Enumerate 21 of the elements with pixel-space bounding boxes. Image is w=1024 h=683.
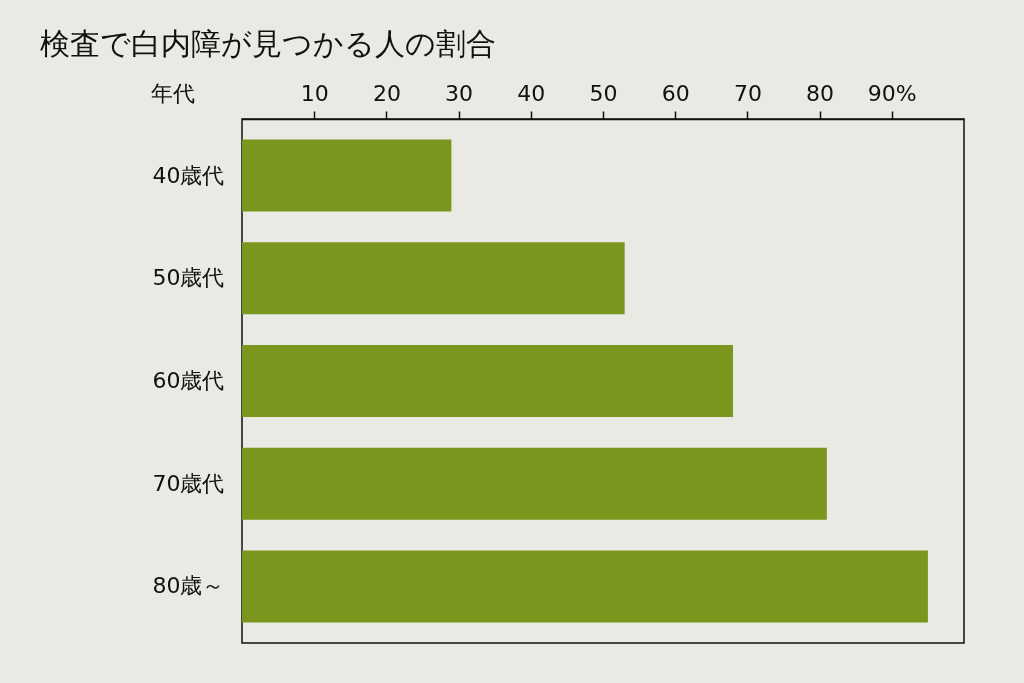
- y-tick-label: 40歳代: [152, 162, 225, 188]
- x-tick-label: 80: [806, 80, 835, 106]
- x-tick-label: 60: [661, 80, 690, 106]
- y-tick-label: 50歳代: [152, 265, 225, 291]
- x-tick-label: 90%: [867, 80, 917, 106]
- x-tick-label: 50: [589, 80, 618, 106]
- x-tick-label: 10: [300, 80, 329, 106]
- bar: [242, 345, 733, 417]
- y-tick-label: 60歳代: [152, 368, 225, 393]
- x-tick-label: 70: [733, 80, 762, 106]
- bar: [242, 242, 625, 315]
- chart-title: 検査で白内障が見つかる人の割合: [40, 26, 496, 61]
- x-tick-label: 20: [372, 80, 401, 106]
- x-tick-label: 30: [445, 80, 474, 106]
- bar: [242, 447, 827, 520]
- y-tick-label: 80歳～: [152, 573, 225, 599]
- bar: [242, 139, 452, 212]
- bar: [242, 550, 928, 623]
- y-tick-label: 70歳代: [152, 470, 225, 496]
- y-axis-title: 年代: [150, 80, 195, 106]
- x-tick-label: 40: [517, 80, 546, 106]
